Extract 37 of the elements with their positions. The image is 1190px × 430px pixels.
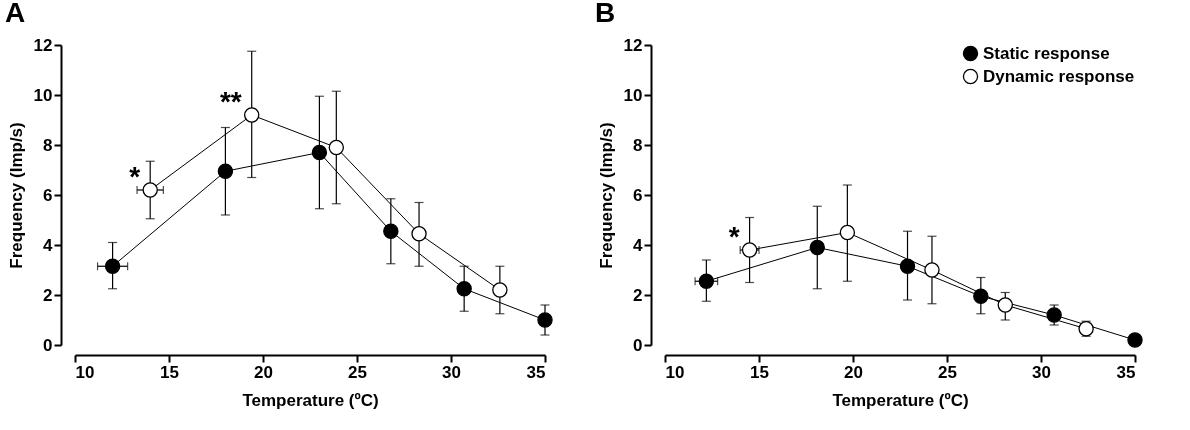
y-tick-label: 10 xyxy=(33,85,53,105)
annotation: * xyxy=(129,161,141,192)
x-tick-label: 30 xyxy=(1032,362,1051,382)
y-axis-title: Frequency (Imp/s) xyxy=(596,122,616,269)
x-tick-label: 35 xyxy=(1116,362,1136,382)
x-tick-label: 10 xyxy=(665,362,685,382)
x-tick-label: 10 xyxy=(75,362,95,382)
chart-title: A xyxy=(5,0,26,28)
y-axis-title: Frequency (Imp/s) xyxy=(6,122,26,269)
y-tick-label: 6 xyxy=(43,185,53,205)
x-tick-label: 15 xyxy=(160,362,179,382)
x-tick-label: 20 xyxy=(254,362,273,382)
x-tick-label: 15 xyxy=(750,362,769,382)
y-tick-label: 8 xyxy=(633,135,643,155)
x-tick-label: 25 xyxy=(938,362,957,382)
y-tick-label: 0 xyxy=(633,335,643,355)
y-tick-label: 12 xyxy=(33,35,53,55)
y-tick-label: 2 xyxy=(43,285,53,305)
annotation: ** xyxy=(219,86,242,117)
y-tick-label: 10 xyxy=(623,85,643,105)
y-tick-label: 12 xyxy=(623,35,643,55)
y-tick-label: 0 xyxy=(43,335,53,355)
x-tick-label: 20 xyxy=(844,362,863,382)
annotation: * xyxy=(728,221,740,252)
legend-label: Static response xyxy=(983,43,1110,63)
y-tick-label: 8 xyxy=(43,135,53,155)
y-tick-label: 4 xyxy=(633,235,644,255)
y-tick-label: 4 xyxy=(43,235,54,255)
legend-label: Dynamic response xyxy=(983,66,1135,86)
x-tick-label: 25 xyxy=(348,362,367,382)
y-tick-label: 6 xyxy=(633,185,643,205)
x-tick-label: 30 xyxy=(442,362,461,382)
y-tick-label: 2 xyxy=(633,285,643,305)
x-axis-title: Temperature (ºC) xyxy=(832,390,969,410)
x-axis-title: Temperature (ºC) xyxy=(242,390,379,410)
chart-title: B xyxy=(595,0,616,28)
x-tick-label: 35 xyxy=(526,362,546,382)
